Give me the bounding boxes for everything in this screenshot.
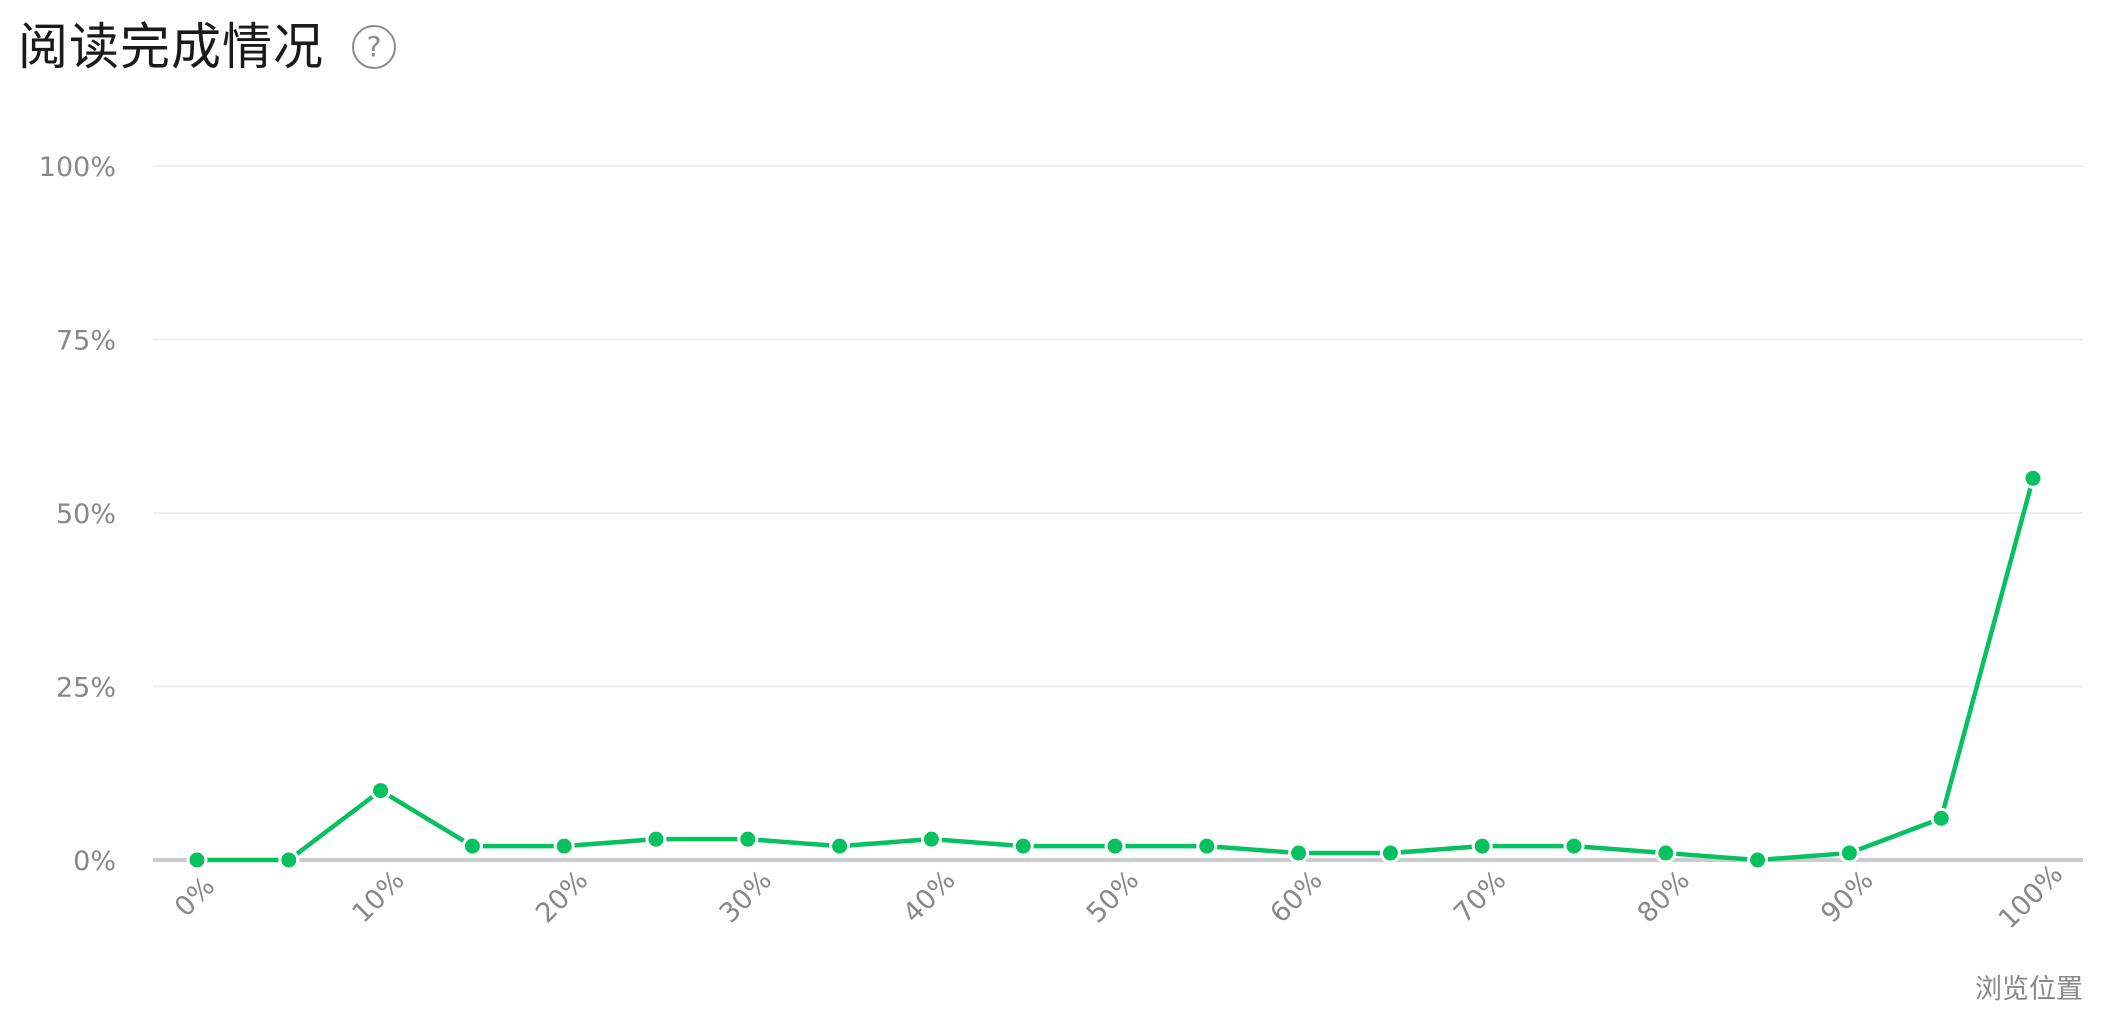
y-tick-label: 75%	[56, 326, 116, 357]
data-point[interactable]	[553, 835, 575, 857]
x-tick-label: 50%	[1081, 865, 1145, 929]
x-tick-label: 30%	[714, 865, 778, 929]
y-tick-label: 25%	[56, 673, 116, 704]
y-tick-label: 50%	[56, 499, 116, 530]
help-icon[interactable]: ?	[352, 25, 396, 69]
data-point[interactable]	[1012, 835, 1034, 857]
x-tick-label: 70%	[1448, 865, 1512, 929]
data-point[interactable]	[1471, 835, 1493, 857]
chart-grid	[153, 165, 2083, 862]
data-point[interactable]	[186, 849, 208, 871]
x-tick-label: 0%	[169, 871, 221, 923]
y-axis: 0% 25% 50% 75% 100%	[39, 152, 116, 877]
chart-header: 阅读完成情况 ?	[18, 12, 396, 82]
data-point[interactable]	[1747, 849, 1769, 871]
x-axis-title: 浏览位置	[1975, 974, 2083, 1005]
x-tick-label: 100%	[1993, 859, 2070, 936]
x-axis: 0% 10% 20% 30% 40% 50% 60% 70% 80% 90% 100%	[169, 859, 2069, 936]
data-point[interactable]	[461, 835, 483, 857]
data-point[interactable]	[1104, 835, 1126, 857]
data-point[interactable]	[920, 828, 942, 850]
data-point[interactable]	[1655, 842, 1677, 864]
data-point[interactable]	[1563, 835, 1585, 857]
data-point[interactable]	[370, 780, 392, 802]
data-point[interactable]	[2022, 467, 2044, 489]
data-point[interactable]	[1379, 842, 1401, 864]
series-line	[197, 477, 2036, 863]
x-tick-label: 10%	[346, 865, 410, 929]
data-point[interactable]	[645, 828, 667, 850]
y-tick-label: 100%	[39, 152, 116, 183]
chart-series	[186, 467, 2044, 871]
data-point[interactable]	[1196, 835, 1218, 857]
data-point[interactable]	[278, 849, 300, 871]
data-point[interactable]	[829, 835, 851, 857]
x-tick-label: 60%	[1264, 865, 1328, 929]
x-tick-label: 40%	[897, 865, 961, 929]
data-point[interactable]	[1838, 842, 1860, 864]
chart-title: 阅读完成情况	[18, 18, 324, 76]
x-tick-label: 20%	[530, 865, 594, 929]
data-point[interactable]	[1288, 842, 1310, 864]
data-point[interactable]	[737, 828, 759, 850]
x-tick-label: 80%	[1632, 865, 1696, 929]
data-point[interactable]	[1930, 807, 1952, 829]
x-tick-label: 90%	[1815, 865, 1879, 929]
y-tick-label: 0%	[73, 846, 116, 877]
